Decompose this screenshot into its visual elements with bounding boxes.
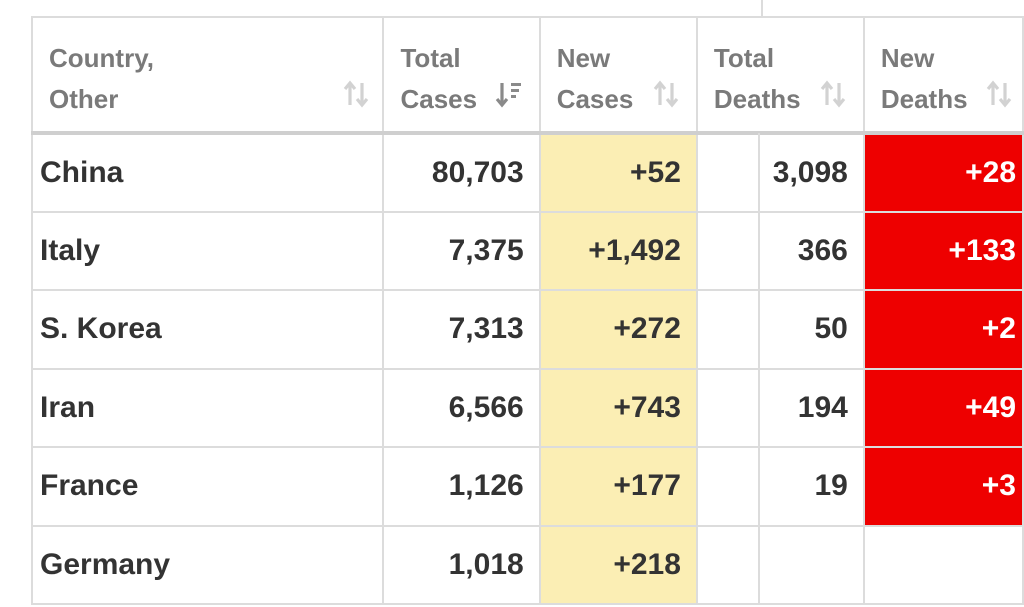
- table-row: Italy 7,375 +1,492 366 +133: [30, 210, 1024, 292]
- page-margin: [0, 0, 31, 607]
- cell-country[interactable]: Iran: [30, 367, 385, 448]
- cell-total-cases: 6,566: [382, 367, 541, 448]
- cell-country[interactable]: S. Korea: [30, 289, 385, 370]
- cell-new-deaths: +2: [862, 289, 1024, 370]
- cell-new-deaths: [862, 524, 1024, 605]
- column-header-new-deaths[interactable]: New Deaths: [862, 16, 1024, 135]
- cell-country[interactable]: Germany: [30, 524, 385, 605]
- cell-country[interactable]: China: [30, 132, 385, 213]
- cell-total-cases: 7,375: [382, 210, 541, 291]
- column-header-new-cases[interactable]: New Cases: [538, 16, 698, 135]
- column-header-total-cases[interactable]: Total Cases: [382, 16, 541, 135]
- sort-icon[interactable]: [651, 79, 681, 109]
- sort-icon[interactable]: [984, 79, 1014, 109]
- header-label-line1: New: [556, 43, 611, 73]
- sort-desc-icon[interactable]: [494, 79, 524, 109]
- cell-new-deaths: +49: [862, 367, 1024, 448]
- header-label-line2: Deaths: [713, 84, 801, 114]
- cell-total-deaths: 366: [695, 210, 865, 292]
- cell-total-cases: 1,018: [382, 524, 541, 605]
- cell-new-cases: +218: [538, 524, 698, 605]
- table-row: S. Korea 7,313 +272 50 +2: [30, 289, 1024, 370]
- sort-icon[interactable]: [341, 79, 371, 109]
- header-label-line1: Total: [713, 43, 775, 73]
- covid-cases-table: Country, Other Total Cases New Cases: [30, 16, 1024, 606]
- header-label-line1: Country,: [49, 43, 154, 73]
- table-header-row: Country, Other Total Cases New Cases: [30, 16, 1024, 135]
- cell-total-deaths: 19: [695, 446, 865, 527]
- header-label-line2: Cases: [400, 84, 478, 114]
- column-header-country[interactable]: Country, Other: [30, 16, 385, 135]
- cell-total-deaths: 50: [695, 289, 865, 370]
- cell-new-deaths: +3: [862, 446, 1024, 527]
- header-label-line2: Cases: [556, 84, 634, 114]
- header-label-line1: New: [880, 43, 935, 73]
- cell-total-cases: 1,126: [382, 446, 541, 527]
- cell-new-cases: +52: [538, 132, 698, 213]
- cell-total-cases: 7,313: [382, 289, 541, 370]
- cell-total-cases: 80,703: [382, 132, 541, 213]
- cell-new-deaths: +133: [862, 210, 1024, 291]
- header-label-line2: Deaths: [880, 84, 968, 114]
- table-top-divider: [761, 0, 763, 16]
- cell-new-cases: +743: [538, 367, 698, 448]
- cell-total-deaths: 194: [695, 367, 865, 449]
- cell-new-cases: +272: [538, 289, 698, 370]
- table-row: France 1,126 +177 19 +3: [30, 446, 1024, 527]
- cell-total-deaths: 3,098: [695, 132, 865, 213]
- header-label-line2: Other: [49, 84, 119, 114]
- table-row: Germany 1,018 +218: [30, 524, 1024, 606]
- header-label-line1: Total: [400, 43, 461, 73]
- cell-new-cases: +177: [538, 446, 698, 527]
- cell-country[interactable]: Italy: [30, 210, 385, 291]
- table-row: Iran 6,566 +743 194 +49: [30, 367, 1024, 449]
- column-header-total-deaths[interactable]: Total Deaths: [695, 16, 865, 135]
- cell-new-cases: +1,492: [538, 210, 698, 291]
- cell-country[interactable]: France: [30, 446, 385, 527]
- cell-new-deaths: +28: [862, 132, 1024, 213]
- table-row: China 80,703 +52 3,098 +28: [30, 132, 1024, 213]
- sort-icon[interactable]: [818, 79, 848, 109]
- cell-total-deaths: [695, 524, 865, 606]
